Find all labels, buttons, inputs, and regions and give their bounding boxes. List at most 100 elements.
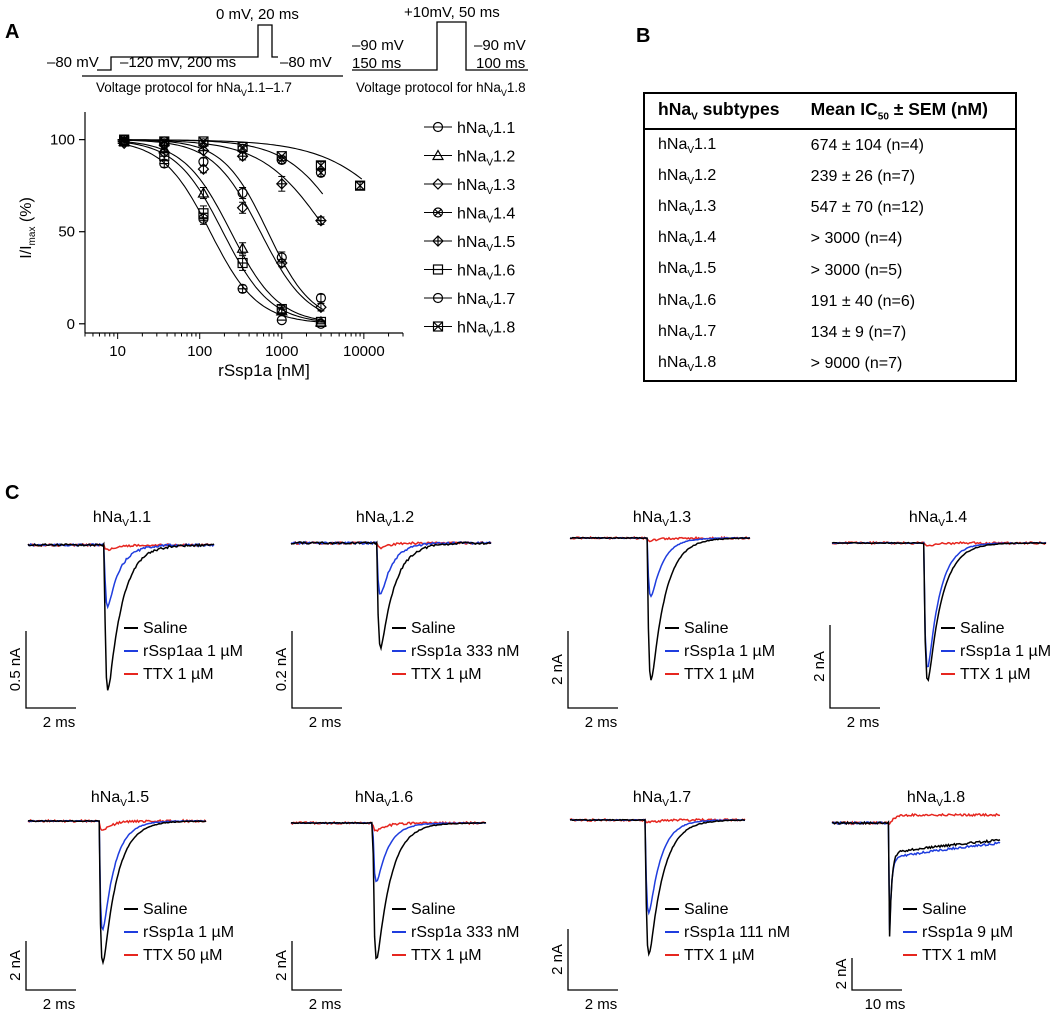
trace-legend-label: rSsp1a 1 µM	[960, 643, 1051, 660]
protocol-1-hold-label: –80 mV	[47, 54, 99, 71]
table-cell-subtype: hNaV1.1	[658, 135, 717, 156]
table-row: hNaV1.4 > 3000 (n=4)	[644, 224, 1016, 255]
trace-panel-title: hNaV1.8	[907, 789, 965, 809]
table-header-ic50: Mean IC50 ± SEM (nM)	[798, 93, 1016, 130]
protocol-1-return-label: –80 mV	[280, 54, 332, 71]
table-cell-subtype: hNaV1.3	[658, 198, 717, 219]
scale-bar	[829, 625, 880, 709]
data-point	[275, 177, 288, 190]
panel-label-c: C	[5, 482, 19, 504]
data-point	[315, 318, 327, 329]
data-point	[275, 304, 288, 316]
data-point	[198, 136, 209, 147]
trace-panel: hNaV1.4 Saline rSsp1a 1 µM TTX 1 µM 2 nA 2 ms	[811, 509, 1051, 731]
table-cell-subtype: hNaV1.7	[658, 322, 717, 344]
legend-item: hNaV1.8	[424, 320, 515, 340]
legend-marker	[432, 235, 444, 247]
trace-panel: hNaV1.3 Saline rSsp1a 1 µM TTX 1 µM 2 nA 2 ms	[549, 509, 775, 731]
table-cell-ic50: > 3000 (n=5)	[810, 261, 903, 279]
legend-label: hNaV1.1	[457, 120, 515, 140]
scale-bar	[291, 941, 342, 991]
legend-item: hNaV1.2	[424, 149, 515, 169]
trace-panel-title: hNaV1.5	[91, 789, 149, 809]
data-point	[237, 257, 248, 269]
protocol-2-hold-label: –90 mV	[352, 37, 404, 54]
scale-bar-y-label: 2 nA	[833, 959, 850, 990]
protocol-1-waveform	[97, 24, 278, 71]
x-tick-label: 10	[109, 343, 126, 360]
scale-bar	[851, 958, 902, 991]
legend-marker	[432, 207, 444, 218]
rssp1a-trace	[27, 542, 215, 610]
fit-curve	[117, 139, 323, 312]
data-point	[236, 242, 249, 253]
scale-bar-x-label: 2 ms	[309, 714, 342, 731]
data-point	[276, 303, 287, 315]
trace-legend-label: rSsp1a 9 µM	[922, 924, 1013, 941]
trace-panel: hNaV1.7 Saline rSsp1a 111 nM TTX 1 µM 2 nA 2 …	[549, 789, 790, 1011]
trace-legend-label: TTX 1 µM	[684, 666, 755, 683]
dose-response-curves	[117, 139, 363, 323]
trace-panel: hNaV1.8 Saline rSsp1a 9 µM TTX 1 mM 2 nA 10 m…	[831, 789, 1013, 1011]
data-point	[354, 180, 366, 191]
trace-legend-label: rSsp1a 1 µM	[684, 643, 775, 660]
data-point	[159, 136, 170, 147]
scale-bar-x-label: 2 ms	[847, 714, 880, 731]
legend-marker	[432, 121, 444, 133]
rssp1a-trace	[290, 540, 492, 595]
legend-item: hNaV1.6	[424, 263, 515, 283]
table-cell-ic50: > 9000 (n=7)	[810, 355, 903, 373]
fit-curve	[117, 140, 323, 321]
x-tick-label: 1000	[265, 343, 298, 360]
trace-legend-label: TTX 1 mM	[922, 947, 997, 964]
scale-bar	[25, 941, 76, 991]
table-cell-subtype: hNaV1.4	[658, 229, 717, 250]
table-cell-subtype: hNaV1.6	[658, 291, 717, 312]
panel-label-b: B	[636, 25, 650, 47]
legend-label: hNaV1.4	[457, 206, 515, 226]
legend-marker	[432, 264, 444, 275]
table-row: hNaV1.7 134 ± 9 (n=7)	[644, 317, 1016, 348]
table-header-row: hNaV subtypes Mean IC50 ± SEM (nM)	[644, 93, 1016, 130]
protocol-2-return-label: –90 mV	[474, 37, 526, 54]
legend-label: hNaV1.8	[457, 320, 515, 340]
rssp1a-trace	[290, 821, 487, 883]
table-cell-ic50: > 3000 (n=4)	[810, 230, 903, 248]
trace-panel-title: hNaV1.2	[356, 509, 414, 529]
ic50-table: hNaV subtypes Mean IC50 ± SEM (nM) hNaV1…	[643, 92, 1017, 382]
trace-legend-label: TTX 1 µM	[684, 947, 755, 964]
scale-bar-y-label: 2 nA	[7, 950, 24, 981]
trace-legend-label: Saline	[143, 901, 188, 918]
y-axis-label: I/Imax (%)	[18, 197, 38, 259]
legend-label: hNaV1.6	[457, 263, 515, 283]
rssp1a-trace	[569, 536, 751, 598]
scale-bar-y-label: 2 nA	[273, 950, 290, 981]
data-point	[237, 187, 248, 199]
scale-bar-y-label: 0.5 nA	[7, 648, 24, 691]
trace-legend-label: Saline	[143, 620, 188, 637]
saline-trace	[570, 818, 746, 957]
saline-trace	[27, 541, 215, 691]
scale-bar-x-label: 2 ms	[43, 714, 76, 731]
trace-panel: hNaV1.6 Saline rSsp1a 333 nM TTX 1 µM 2 nA 2 …	[273, 789, 520, 1011]
trace-panel: hNaV1.1 Saline rSsp1aa 1 µM TTX 1 µM 0.5 nA 2…	[7, 509, 243, 731]
table-cell-subtype: hNaV1.5	[658, 260, 717, 281]
scale-bar-y-label: 0.2 nA	[273, 648, 290, 691]
fit-curve	[117, 141, 323, 322]
data-point	[159, 158, 170, 169]
trace-panel: hNaV1.5 Saline rSsp1a 1 µM TTX 50 µM 2 nA 2 m…	[7, 789, 234, 1011]
data-point	[315, 301, 327, 314]
panel-label-a: A	[5, 21, 19, 43]
table-cell-subtype: hNaV1.2	[658, 166, 717, 187]
data-point	[236, 201, 249, 214]
data-point	[276, 151, 287, 162]
scale-bar	[567, 929, 618, 991]
table-row: hNaV1.3 547 ± 70 (n=12)	[644, 193, 1016, 224]
trace-legend-label: TTX 50 µM	[143, 947, 222, 964]
saline-trace	[831, 820, 1001, 937]
scale-bar-x-label: 2 ms	[309, 996, 342, 1011]
trace-panel-title: hNaV1.7	[633, 789, 691, 809]
legend-marker	[432, 178, 444, 190]
